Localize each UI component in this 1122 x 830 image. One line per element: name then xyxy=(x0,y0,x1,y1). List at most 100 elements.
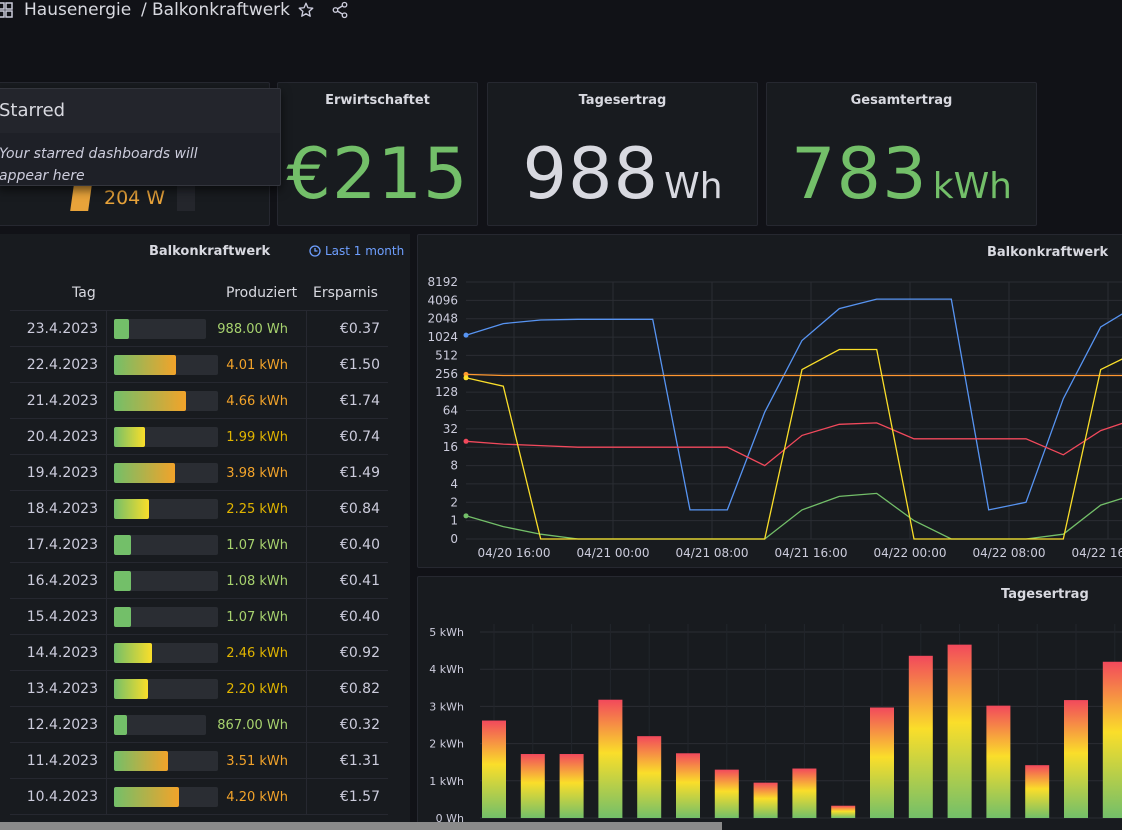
cell-produziert: 1.07 kWh xyxy=(226,538,288,553)
series-line xyxy=(465,373,1122,377)
panel-title: Erwirtschaftet xyxy=(325,93,430,108)
star-icon[interactable] xyxy=(297,1,315,19)
bar-gauge-fill xyxy=(114,643,152,663)
bar-gauge-fill xyxy=(114,751,168,771)
series-line xyxy=(465,492,1122,540)
cell-tag: 23.4.2023 xyxy=(26,321,98,337)
series-start-point xyxy=(463,332,469,338)
cell-tag: 14.4.2023 xyxy=(26,645,98,661)
bar-gauge-track xyxy=(114,319,206,339)
column-divider xyxy=(306,671,307,707)
panel-title: Tagesertrag xyxy=(578,93,667,108)
series-line xyxy=(465,422,1122,467)
column-divider xyxy=(106,491,107,527)
bar-gauge-fill xyxy=(114,427,145,447)
bar-gauge-track xyxy=(114,715,206,735)
bar-chart-panel: Tagesertrag 5 kWh 4 kWh 3 kWh 2 kWh 1 kWh 0 W… xyxy=(417,576,1122,830)
gauge-arc xyxy=(70,185,92,211)
table-row: 10.4.2023 4.20 kWh €1.57 xyxy=(10,779,388,815)
cell-tag: 16.4.2023 xyxy=(26,573,98,589)
column-divider xyxy=(306,563,307,599)
stat-value: 988 xyxy=(522,133,660,215)
table-row: 20.4.2023 1.99 kWh €0.74 xyxy=(10,419,388,455)
column-divider xyxy=(306,779,307,815)
bar-gauge-fill xyxy=(114,463,175,483)
column-divider xyxy=(106,347,107,383)
time-range-label: Last 1 month xyxy=(325,244,405,258)
column-divider xyxy=(306,311,307,347)
y-tick-label: 64 xyxy=(443,404,458,418)
breadcrumb-dashboard[interactable]: Balkonkraftwerk xyxy=(152,0,291,20)
column-header-tag[interactable]: Tag xyxy=(72,285,96,301)
bar xyxy=(1025,765,1050,818)
cell-tag: 13.4.2023 xyxy=(26,681,98,697)
breadcrumb-folder[interactable]: Hausenergie xyxy=(24,0,132,20)
cell-ersparnis: €0.84 xyxy=(339,501,380,517)
bar xyxy=(520,754,545,818)
y-tick-label: 32 xyxy=(443,422,458,436)
column-divider xyxy=(306,743,307,779)
time-range-link[interactable]: Last 1 month xyxy=(309,244,404,258)
series-start-point xyxy=(463,438,469,444)
bar-gauge-fill xyxy=(114,535,131,555)
y-tick-label: 4 xyxy=(450,477,458,491)
cell-tag: 21.4.2023 xyxy=(26,393,98,409)
cell-ersparnis: €0.41 xyxy=(339,573,380,589)
y-tick-label: 0 Wh xyxy=(436,812,464,825)
column-divider xyxy=(106,455,107,491)
panel-title: Balkonkraftwerk xyxy=(987,245,1109,260)
stat-value: 783 xyxy=(791,133,928,215)
cell-produziert: 1.99 kWh xyxy=(226,430,288,445)
bar xyxy=(947,644,972,818)
cell-ersparnis: €0.32 xyxy=(339,717,380,733)
stat-value: €215 xyxy=(286,133,469,215)
bar-gauge-fill xyxy=(114,391,186,411)
table-row: 17.4.2023 1.07 kWh €0.40 xyxy=(10,527,388,563)
column-divider xyxy=(306,419,307,455)
column-divider xyxy=(106,419,107,455)
cell-tag: 17.4.2023 xyxy=(26,537,98,553)
table-row: 15.4.2023 1.07 kWh €0.40 xyxy=(10,599,388,635)
timeseries-panel: Balkonkraftwerk 8192 4096 2048 1024 512 256 12… xyxy=(417,234,1122,568)
y-tick-label: 1 xyxy=(450,514,458,528)
stat-unit: kWh xyxy=(932,166,1012,207)
table-row: 16.4.2023 1.08 kWh €0.41 xyxy=(10,563,388,599)
cell-produziert: 867.00 Wh xyxy=(217,718,288,733)
cell-ersparnis: €0.37 xyxy=(339,321,380,337)
y-tick-label: 0 xyxy=(450,532,458,546)
column-divider xyxy=(106,635,107,671)
x-tick-label: 04/22 16:00 xyxy=(1072,546,1122,560)
top-bar: Hausenergie / Balkonkraftwerk xyxy=(0,0,1122,24)
column-divider xyxy=(106,743,107,779)
table-row: 23.4.2023 988.00 Wh €0.37 xyxy=(10,311,388,347)
x-tick-label: 04/22 08:00 xyxy=(973,546,1046,560)
stat-panel-gesamtertrag: Gesamtertrag 783 kWh xyxy=(766,82,1037,226)
column-divider xyxy=(306,455,307,491)
table-row: 19.4.2023 3.98 kWh €1.49 xyxy=(10,455,388,491)
bar-gauge-track xyxy=(114,571,218,591)
bar xyxy=(714,769,739,818)
y-tick-label: 5 kWh xyxy=(429,626,464,639)
column-header-ersparnis[interactable]: Ersparnis xyxy=(313,285,378,301)
cell-ersparnis: €0.74 xyxy=(339,429,380,445)
series-start-point xyxy=(463,375,469,381)
y-tick-label: 128 xyxy=(435,385,458,399)
cell-tag: 11.4.2023 xyxy=(26,753,98,769)
column-header-produziert[interactable]: Produziert xyxy=(226,285,298,301)
share-icon[interactable] xyxy=(331,1,349,19)
cell-ersparnis: €0.40 xyxy=(339,609,380,625)
bar-gauge-fill xyxy=(114,715,127,735)
horizontal-scrollbar[interactable] xyxy=(0,822,722,830)
column-divider xyxy=(306,347,307,383)
apps-grid-icon[interactable] xyxy=(0,2,13,18)
bar-chart: 5 kWh 4 kWh 3 kWh 2 kWh 1 kWh 0 Wh xyxy=(429,624,1122,825)
column-divider xyxy=(106,563,107,599)
y-tick-label: 8192 xyxy=(427,275,458,289)
cell-ersparnis: €1.74 xyxy=(339,393,380,409)
y-tick-label: 2 kWh xyxy=(429,738,464,751)
series-line xyxy=(465,298,1122,511)
cell-ersparnis: €1.57 xyxy=(339,789,380,805)
bar xyxy=(598,699,623,818)
breadcrumb-separator: / xyxy=(141,0,147,20)
